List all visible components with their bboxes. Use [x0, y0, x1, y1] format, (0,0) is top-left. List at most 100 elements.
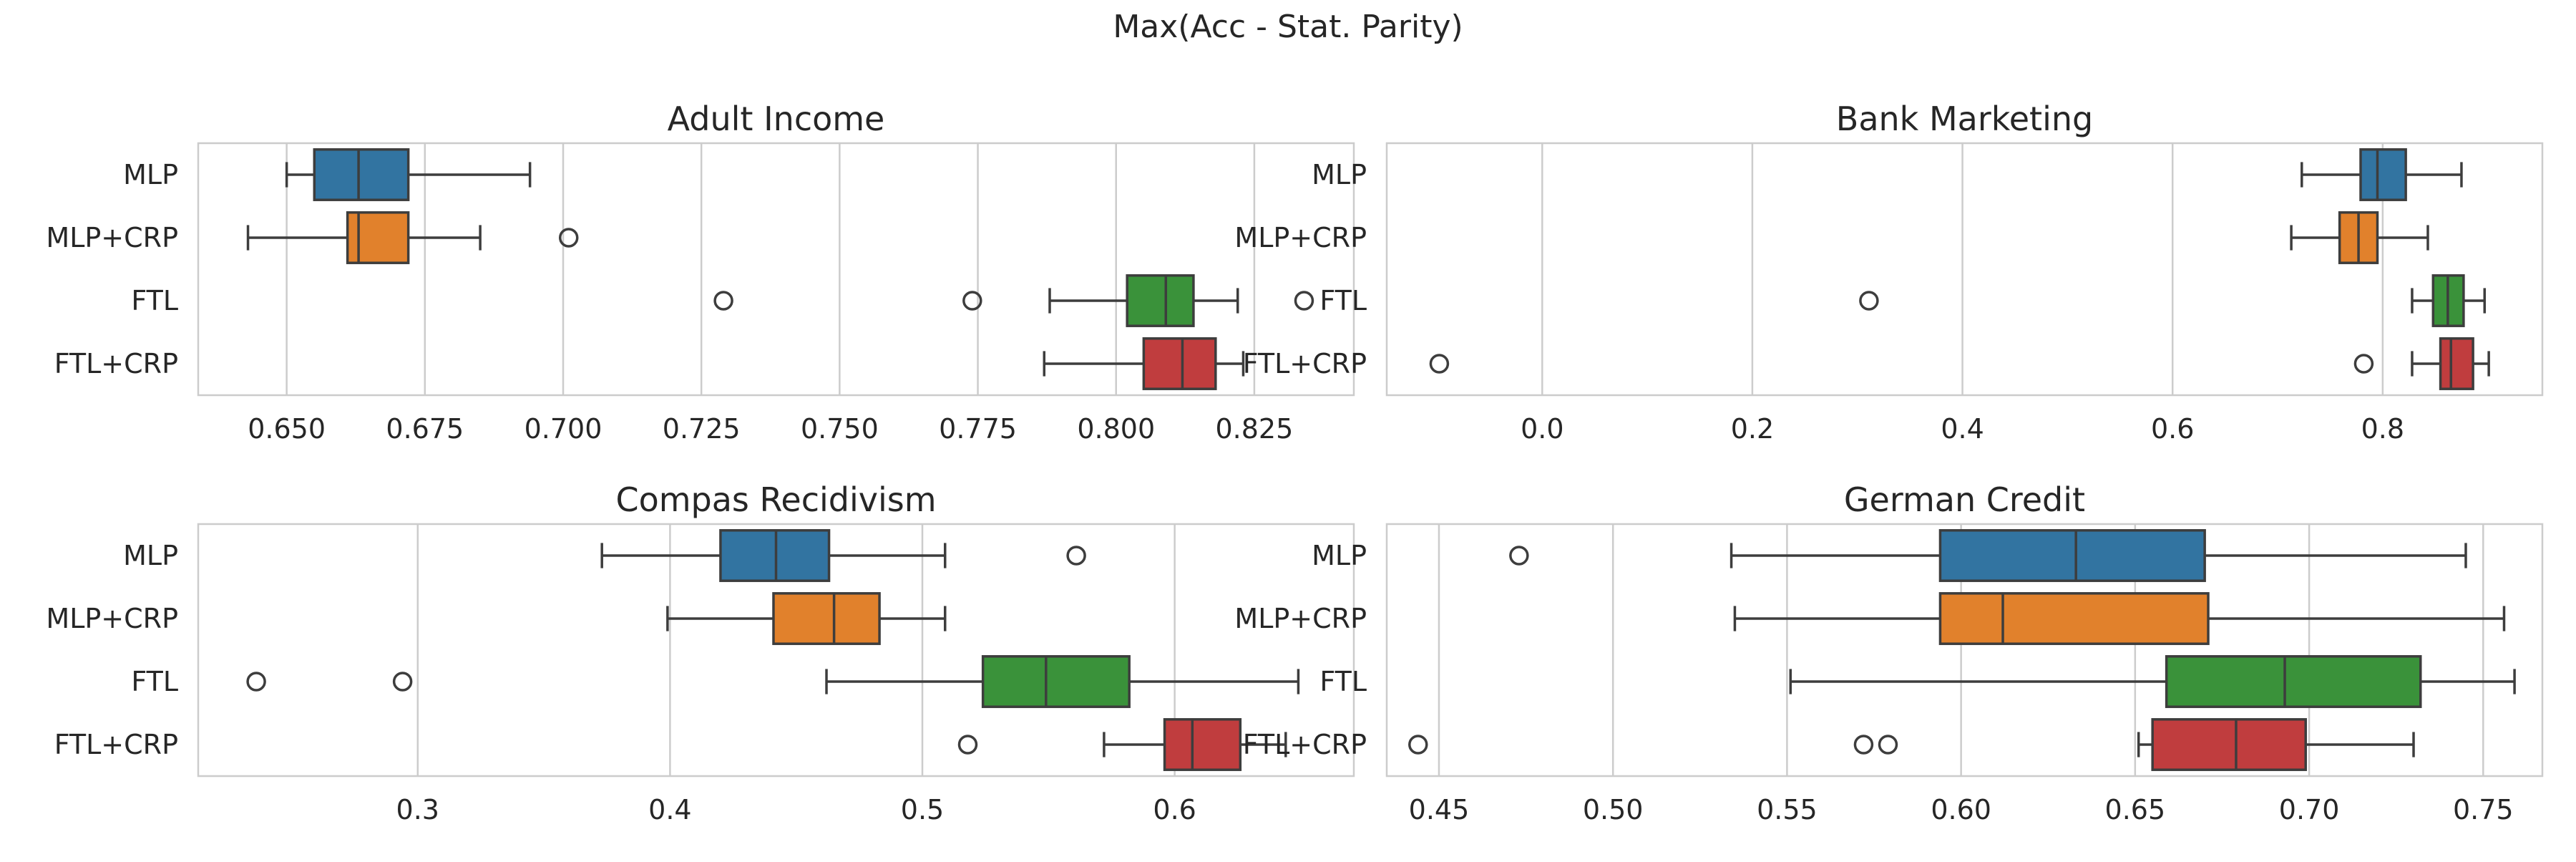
box-iqr	[981, 655, 1131, 708]
box-iqr	[1126, 274, 1195, 327]
x-tick-label: 0.750	[801, 413, 879, 445]
box-mlp-plus-crp	[246, 211, 579, 264]
x-tick-label: 0.775	[939, 413, 1017, 445]
x-tick-label: 0.6	[2151, 413, 2194, 445]
subplot-title: German Credit	[1844, 480, 2085, 519]
x-tick-label: 0.3	[396, 794, 439, 825]
box-mlp	[600, 529, 1086, 582]
outlier-point	[1509, 546, 1529, 566]
x-tick-label: 0.675	[386, 413, 464, 445]
axes-frame	[1385, 142, 2544, 397]
y-category-label: MLP	[1312, 540, 1367, 571]
axes-frame	[197, 142, 1355, 397]
x-tick-label: 0.4	[1941, 413, 1984, 445]
x-tick-label: 0.5	[901, 794, 944, 825]
outlier-point	[392, 672, 413, 692]
box-iqr	[2151, 718, 2307, 771]
box-iqr	[772, 592, 881, 645]
x-tick-label: 0.8	[2361, 413, 2404, 445]
x-tick-label: 0.6	[1153, 794, 1196, 825]
x-tick-label: 0.825	[1216, 413, 1294, 445]
box-iqr	[346, 211, 410, 264]
box-mlp-plus-crp	[1733, 592, 2506, 645]
x-tick-label: 0.4	[648, 794, 691, 825]
box-ftl	[713, 274, 1314, 327]
box-iqr	[719, 529, 831, 582]
outlier-point	[1429, 354, 1450, 374]
subplot-title: Adult Income	[668, 100, 885, 138]
subplot-3: German Credit 0.45 0.50 0.55 0.60 0.65 0.70 0.7…	[1234, 480, 2544, 825]
y-category-label: MLP	[123, 540, 178, 571]
x-tick-label: 0.45	[1409, 794, 1470, 825]
y-category-label: FTL	[1319, 666, 1367, 697]
outlier-point	[713, 291, 733, 311]
box-iqr	[1142, 337, 1217, 390]
x-tick-label: 0.0	[1521, 413, 1563, 445]
box-mlp-plus-crp	[666, 592, 947, 645]
outlier-point	[1859, 291, 1879, 311]
box-ftl-plus-crp	[1429, 337, 2490, 390]
y-category-label: FTL	[131, 285, 178, 316]
x-tick-label: 0.2	[1731, 413, 1774, 445]
outlier-point	[1066, 546, 1086, 566]
x-tick-label: 0.800	[1077, 413, 1155, 445]
outlier-point	[1408, 735, 1428, 755]
y-category-label: MLP	[123, 159, 178, 190]
y-category-label: MLP+CRP	[46, 222, 178, 253]
y-category-label: MLP	[1312, 159, 1367, 190]
x-tick-label: 0.70	[2279, 794, 2340, 825]
x-tick-label: 0.55	[1757, 794, 1818, 825]
box-iqr	[1938, 529, 2206, 582]
outlier-point	[962, 291, 982, 311]
y-category-label: FTL+CRP	[1243, 729, 1367, 760]
x-tick-label: 0.60	[1931, 794, 1991, 825]
box-iqr	[1938, 592, 2210, 645]
outlier-point	[246, 672, 266, 692]
y-category-label: FTL+CRP	[1243, 348, 1367, 379]
box-ftl-plus-crp	[1408, 718, 2415, 771]
box-mlp-plus-crp	[2290, 211, 2429, 264]
box-ftl	[246, 655, 1300, 708]
subplot-2: Compas Recidivism 0.3 0.4 0.5 0.6 MLP MLP+CRP F…	[46, 480, 1355, 825]
box-iqr	[2165, 655, 2422, 708]
y-category-label: FTL+CRP	[54, 348, 178, 379]
y-category-label: MLP+CRP	[46, 603, 178, 634]
box-ftl-plus-crp	[957, 718, 1287, 771]
box-mlp	[2301, 148, 2463, 201]
box-ftl	[1859, 274, 2486, 327]
y-category-label: MLP+CRP	[1234, 222, 1367, 253]
box-ftl	[1789, 655, 2516, 708]
outlier-point	[1853, 735, 1874, 755]
y-category-label: MLP+CRP	[1234, 603, 1367, 634]
subplot-title: Compas Recidivism	[615, 480, 936, 519]
axes-frame	[1385, 523, 2544, 778]
outlier-point	[2353, 354, 2374, 374]
x-tick-label: 0.725	[663, 413, 741, 445]
y-category-label: FTL	[1319, 285, 1367, 316]
box-ftl-plus-crp	[1043, 337, 1245, 390]
axes-frame	[197, 523, 1355, 778]
x-tick-label: 0.65	[2105, 794, 2166, 825]
figure-title: Max(Acc - Stat. Parity)	[1113, 9, 1463, 45]
box-mlp	[285, 148, 532, 201]
y-category-label: FTL	[131, 666, 178, 697]
x-tick-label: 0.650	[248, 413, 326, 445]
y-category-label: FTL+CRP	[54, 729, 178, 760]
box-iqr	[313, 148, 410, 201]
box-iqr	[2439, 337, 2474, 390]
outlier-point	[957, 735, 978, 755]
subplot-1: Bank Marketing 0.0 0.2 0.4 0.6 0.8 MLP MLP+CRP F…	[1234, 100, 2544, 445]
outlier-point	[1878, 735, 1898, 755]
box-iqr	[1163, 718, 1242, 771]
subplot-title: Bank Marketing	[1836, 100, 2093, 138]
box-mlp	[1509, 529, 2467, 582]
x-tick-label: 0.700	[525, 413, 602, 445]
x-tick-label: 0.50	[1583, 794, 1644, 825]
box-iqr	[2359, 148, 2407, 201]
subplot-0: Adult Income 0.650 0.675 0.700 0.725 0.750 0.7…	[46, 100, 1355, 445]
outlier-point	[1294, 291, 1314, 311]
x-tick-label: 0.75	[2453, 794, 2514, 825]
outlier-point	[558, 228, 579, 248]
